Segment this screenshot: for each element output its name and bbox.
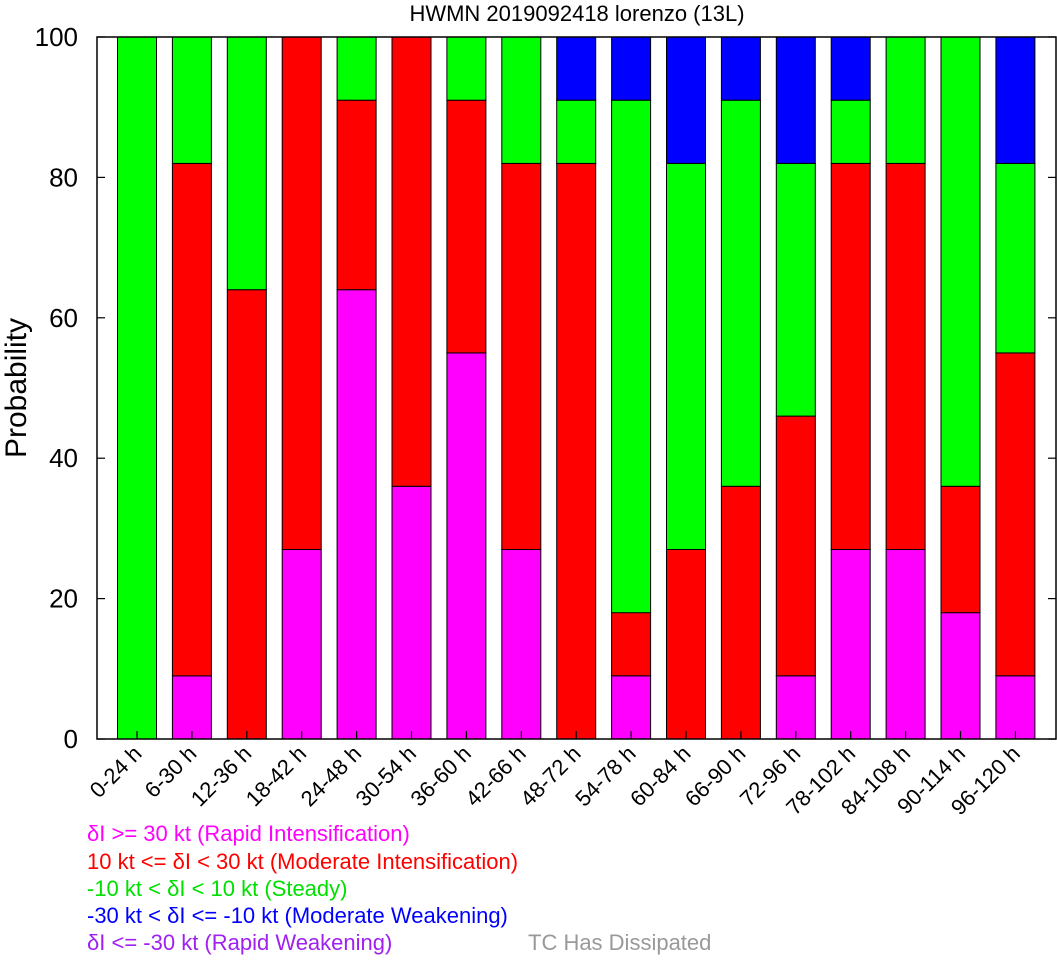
bar-segment-60-84h-s3 <box>666 36 706 164</box>
bar-segment-78-102h-s0 <box>830 549 871 740</box>
legend-entry-rapid-weakening: δI <= -30 kt (Rapid Weakening) <box>87 930 393 955</box>
legend-entry-moderate-weakening: -30 kt < δI <= -10 kt (Moderate Weakenin… <box>87 903 508 928</box>
bar-segment-84-108h-s0 <box>885 549 926 740</box>
x-tick-label: 42-66 h <box>460 741 530 811</box>
bar-segment-30-54h-s0 <box>391 485 432 740</box>
bar-segment-54-78h-s0 <box>611 675 652 740</box>
bar-segment-72-96h-s2 <box>775 162 816 417</box>
bar-segment-54-78h-s2 <box>611 99 652 614</box>
bar-segment-66-90h-s1 <box>720 485 761 740</box>
x-tick-label: 36-60 h <box>405 741 475 811</box>
bar-segment-36-60h-s1 <box>446 99 487 354</box>
bar-segment-6-30h-s0 <box>171 675 212 740</box>
bar-segment-78-102h-s3 <box>830 36 871 101</box>
bar-segment-24-48h-s0 <box>336 289 377 740</box>
x-tick-label: 0-24 h <box>85 741 147 803</box>
y-tick-label: 40 <box>49 443 78 473</box>
x-tick-label: 54-78 h <box>570 741 640 811</box>
bar-segment-90-114h-s0 <box>940 612 981 740</box>
x-tick-label: 30-54 h <box>351 741 421 811</box>
bar-segment-24-48h-s1 <box>336 99 377 291</box>
bar-segment-54-78h-s1 <box>611 612 652 677</box>
bar-segment-48-72h-s2 <box>556 99 597 164</box>
chart-title: HWMN 2019092418 lorenzo (13L) <box>409 1 744 26</box>
y-tick-label: 80 <box>49 162 78 192</box>
bar-segment-66-90h-s2 <box>720 99 761 487</box>
y-tick-label: 0 <box>64 724 78 754</box>
bar-segment-18-42h-s0 <box>281 549 322 740</box>
legend-entry-steady: -10 kt < δI < 10 kt (Steady) <box>87 876 348 901</box>
bar-segment-30-54h-s1 <box>391 36 432 487</box>
bar-segment-48-72h-s3 <box>556 36 597 101</box>
x-tick-label: 18-42 h <box>241 741 311 811</box>
bar-segment-78-102h-s2 <box>830 99 871 164</box>
bar-segment-90-114h-s2 <box>940 36 981 487</box>
bar-segment-12-36h-s1 <box>226 289 267 740</box>
bar-segment-90-114h-s1 <box>940 485 981 614</box>
y-tick-label: 60 <box>49 303 78 333</box>
legend-entry-moderate-intensification: 10 kt <= δI < 30 kt (Moderate Intensific… <box>87 849 519 874</box>
bar-segment-60-84h-s2 <box>666 162 706 550</box>
y-tick-label: 100 <box>35 22 78 52</box>
bar-segment-6-30h-s2 <box>171 36 212 164</box>
bar-segment-6-30h-s1 <box>171 162 212 677</box>
bar-segment-72-96h-s3 <box>775 36 816 164</box>
bar-segment-42-66h-s2 <box>501 36 542 164</box>
bar-segment-12-36h-s2 <box>226 36 267 291</box>
bar-segment-84-108h-s1 <box>885 162 926 550</box>
bar-segment-42-66h-s0 <box>501 549 542 740</box>
legend-entry-rapid-intensification: δI >= 30 kt (Rapid Intensification) <box>87 821 410 846</box>
bar-segment-78-102h-s1 <box>830 162 871 550</box>
bar-segment-96-120h-s0 <box>995 675 1036 740</box>
bar-segment-72-96h-s1 <box>775 415 816 677</box>
x-tick-label: 48-72 h <box>515 741 585 811</box>
x-tick-label: 12-36 h <box>186 741 256 811</box>
bar-segment-72-96h-s0 <box>775 675 816 740</box>
plot-frame <box>96 36 1057 740</box>
y-axis-label: Probability <box>0 318 33 458</box>
x-tick-label: 60-84 h <box>625 741 695 811</box>
bar-segment-96-120h-s1 <box>995 352 1036 677</box>
x-tick-label: 24-48 h <box>296 741 366 811</box>
bar-segment-0-24h-s2 <box>117 36 157 740</box>
y-tick-label: 20 <box>49 584 78 614</box>
bar-segment-66-90h-s3 <box>720 36 761 101</box>
x-tick-label: 66-90 h <box>680 741 750 811</box>
bar-segment-60-84h-s1 <box>666 549 706 740</box>
bar-segment-84-108h-s2 <box>885 36 926 164</box>
bar-segment-36-60h-s0 <box>446 352 487 740</box>
bar-segment-96-120h-s3 <box>995 36 1036 164</box>
bar-segment-48-72h-s1 <box>556 162 597 740</box>
bar-segment-24-48h-s2 <box>336 36 377 101</box>
bar-segment-36-60h-s2 <box>446 36 487 101</box>
bar-segment-54-78h-s3 <box>611 36 652 101</box>
bar-segment-42-66h-s1 <box>501 162 542 550</box>
bars-group <box>117 36 1036 740</box>
bar-segment-18-42h-s1 <box>281 36 322 550</box>
bar-segment-96-120h-s2 <box>995 162 1036 354</box>
legend-entry-dissipated: TC Has Dissipated <box>528 930 712 955</box>
